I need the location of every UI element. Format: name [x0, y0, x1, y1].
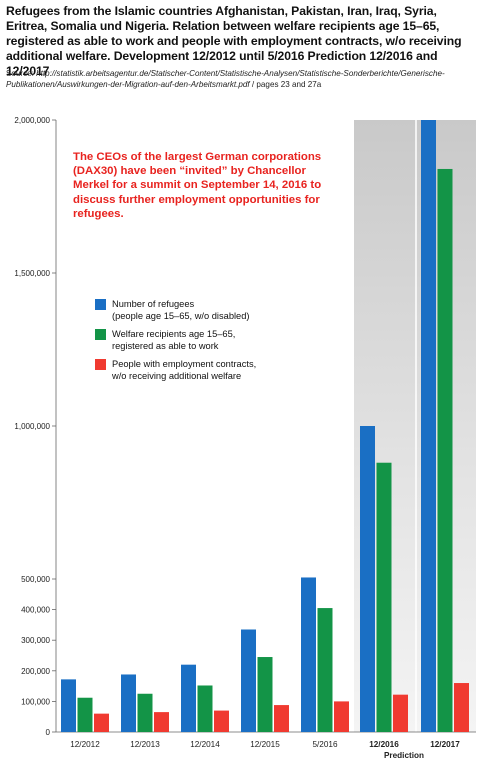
x-tick-label: 12/2017 — [430, 740, 460, 749]
bar-welfare — [77, 697, 93, 732]
prediction-label: Prediction — [384, 751, 424, 760]
bar-refugees — [61, 679, 76, 732]
y-tick-label: 100,000 — [21, 697, 50, 706]
legend-swatch-employment — [95, 359, 106, 370]
x-tick-label: 12/2016 — [369, 740, 399, 749]
legend-item-welfare: Welfare recipients age 15–65, registered… — [95, 328, 325, 352]
legend-label-welfare: Welfare recipients age 15–65, registered… — [112, 329, 236, 351]
bar-employment — [94, 713, 109, 732]
source-prefix: Source: — [6, 69, 37, 78]
bar-refugees — [301, 577, 316, 732]
annotation-text: The CEOs of the largest German corporati… — [73, 151, 322, 220]
bar-welfare — [437, 168, 453, 732]
legend-swatch-welfare — [95, 329, 106, 340]
legend: Number of refugees (people age 15–65, w/… — [95, 298, 325, 388]
bar-refugees — [241, 629, 256, 732]
bar-welfare — [197, 685, 213, 732]
y-tick-label: 400,000 — [21, 606, 50, 615]
x-tick-label: 12/2012 — [70, 740, 100, 749]
bar-welfare — [257, 657, 273, 732]
bar-employment — [154, 712, 169, 732]
x-tick-label: 12/2015 — [250, 740, 280, 749]
bar-employment — [214, 710, 229, 732]
y-tick-label: 1,500,000 — [14, 269, 50, 278]
bar-employment — [393, 694, 408, 732]
bar-welfare — [376, 462, 392, 732]
chart-title: Refugees from the Islamic countries Afgh… — [6, 4, 462, 78]
bar-refugees — [121, 674, 136, 732]
source-url-line1[interactable]: http://statistik.arbeitsagentur.de/Stati… — [36, 69, 445, 78]
y-tick-label: 0 — [46, 728, 51, 737]
legend-item-refugees: Number of refugees (people age 15–65, w/… — [95, 298, 325, 322]
bar-refugees — [360, 426, 375, 732]
y-tick-label: 300,000 — [21, 636, 50, 645]
source-note: Source: http://statistik.arbeitsagentur.… — [6, 68, 478, 90]
y-tick-label: 2,000,000 — [14, 116, 50, 125]
bar-employment — [274, 705, 289, 732]
bar-employment — [334, 701, 349, 732]
legend-swatch-refugees — [95, 299, 106, 310]
bar-refugees — [181, 664, 196, 732]
source-suffix: / pages 23 and 27a — [249, 80, 322, 89]
source-url-line2[interactable]: Publikationen/Auswirkungen-der-Migration… — [6, 80, 250, 89]
y-tick-label: 1,000,000 — [14, 422, 50, 431]
bar-refugees — [421, 120, 436, 732]
x-tick-label: 12/2014 — [190, 740, 220, 749]
legend-item-employment: People with employment contracts, w/o re… — [95, 358, 325, 382]
x-tick-label: 5/2016 — [312, 740, 337, 749]
y-tick-label: 500,000 — [21, 575, 50, 584]
x-tick-label: 12/2013 — [130, 740, 160, 749]
legend-label-employment: People with employment contracts, w/o re… — [112, 359, 257, 381]
bar-welfare — [137, 693, 153, 732]
legend-label-refugees: Number of refugees (people age 15–65, w/… — [112, 299, 250, 321]
bar-employment — [454, 683, 469, 732]
y-tick-label: 200,000 — [21, 667, 50, 676]
bar-welfare — [317, 608, 333, 732]
